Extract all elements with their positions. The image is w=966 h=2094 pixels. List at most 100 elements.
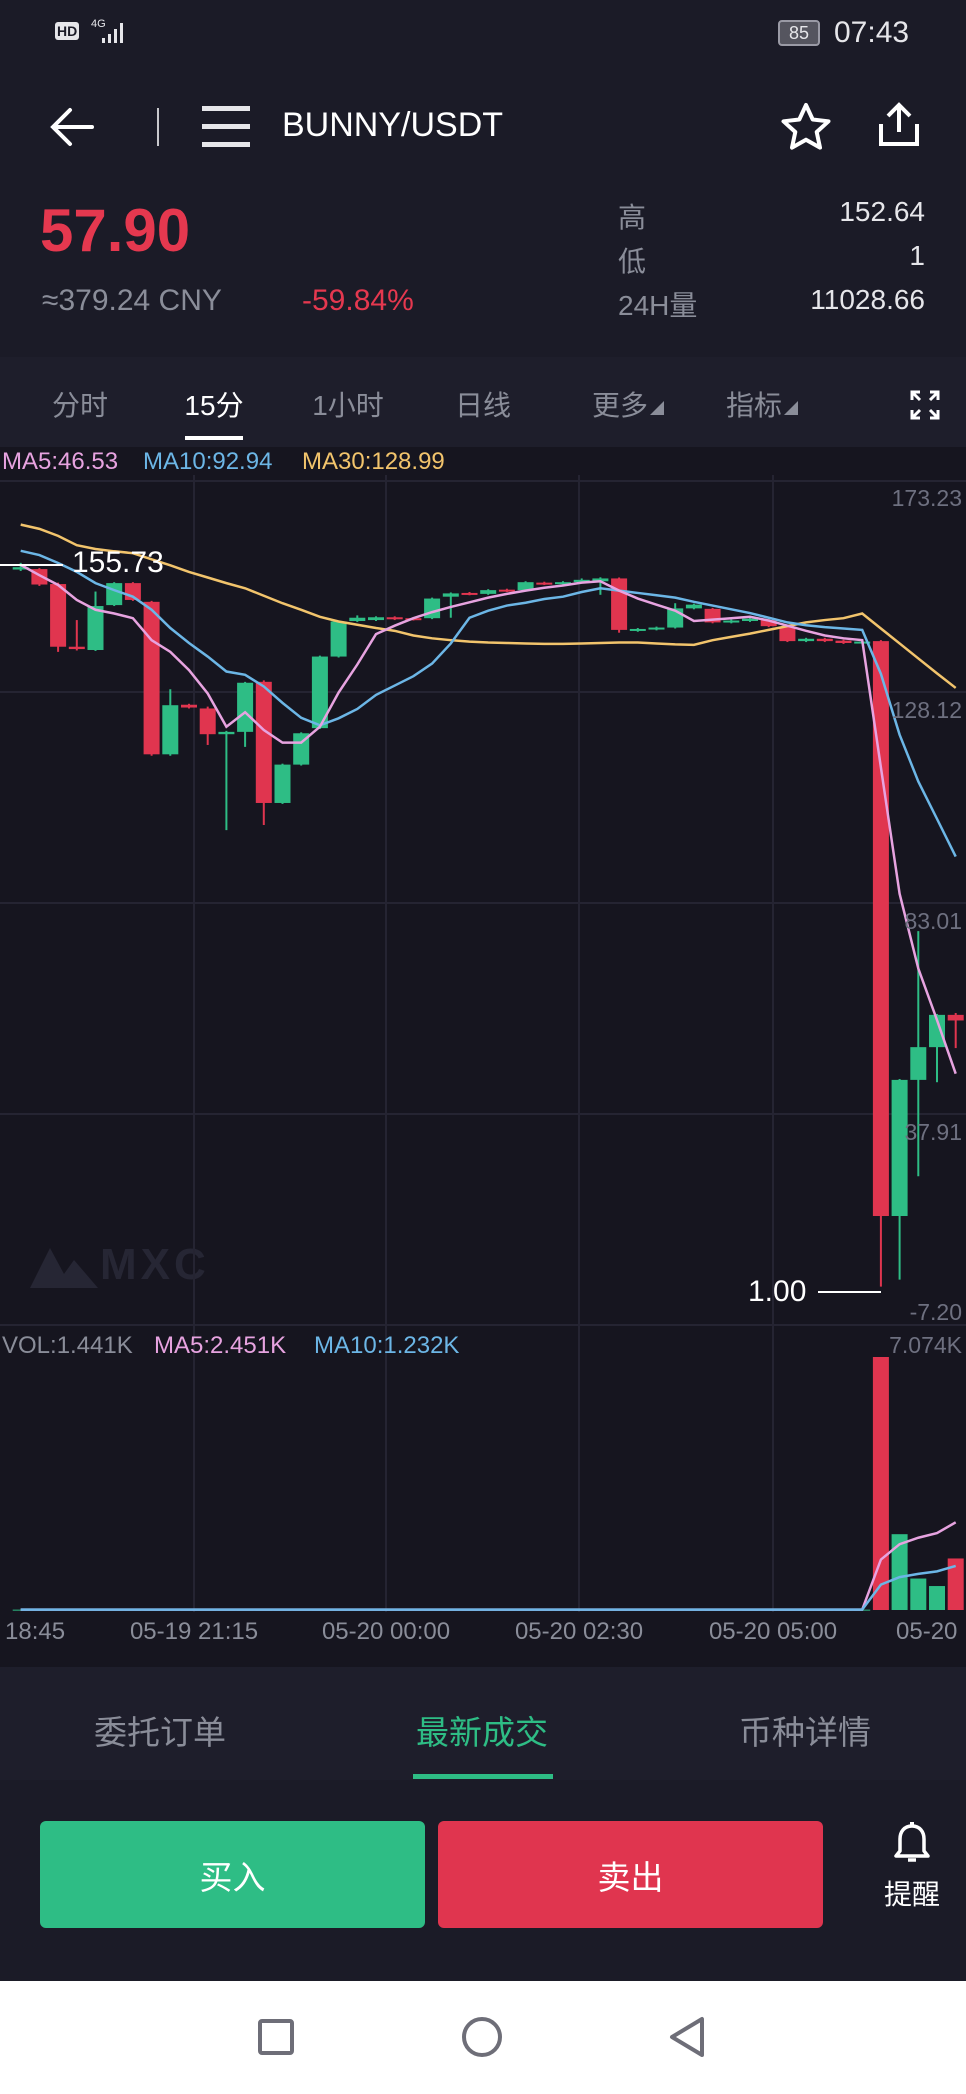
vol-legend-ma5: MA5:2.451K: [154, 1332, 287, 1359]
clock: 07:43: [834, 16, 910, 49]
candle-body: [723, 620, 740, 623]
candle-body: [237, 682, 254, 732]
detail-tab-bar: [0, 1667, 966, 1780]
change-percent: -59.84%: [302, 284, 414, 317]
buy-button[interactable]: 买入: [40, 1821, 425, 1928]
x-tick: 05-20 02:30: [514, 1618, 644, 1645]
bell-icon: [894, 1822, 930, 1862]
candle-body: [816, 638, 833, 642]
low-label: 低: [618, 246, 647, 277]
candle-body: [872, 641, 889, 1217]
candle-body: [255, 681, 272, 803]
y-tick: 128.12: [891, 697, 962, 723]
tab-more[interactable]: 更多: [592, 384, 665, 424]
mxc-logo-icon: [30, 1248, 98, 1289]
header-divider: [157, 108, 159, 146]
candle-body: [742, 618, 758, 622]
candle-body: [442, 593, 459, 597]
candle-body: [349, 617, 366, 622]
watermark-logo: MXC: [28, 1240, 210, 1290]
candle-body: [891, 1079, 908, 1217]
tab-latest-trades[interactable]: 最新成交: [416, 1714, 548, 1751]
candle-body: [199, 708, 216, 735]
active-tab-underline: [185, 436, 243, 440]
high-label: 高: [618, 202, 647, 233]
min-price-marker: 1.00: [748, 1275, 807, 1308]
x-tick: 05-20 00:00: [321, 1618, 451, 1645]
system-nav-bar: [0, 1981, 966, 2094]
share-icon[interactable]: [878, 102, 920, 148]
candle-body: [143, 601, 160, 755]
volume-bar: [929, 1586, 945, 1610]
tab-1hour[interactable]: 1小时: [312, 390, 384, 421]
y-tick: -7.20: [909, 1299, 962, 1325]
pair-title[interactable]: BUNNY/USDT: [282, 106, 504, 144]
candle-body: [12, 567, 29, 570]
fullscreen-icon[interactable]: [910, 390, 940, 420]
kline-chart-area[interactable]: [0, 447, 966, 1667]
battery-level: 85: [788, 23, 810, 43]
candle-body: [274, 764, 291, 803]
candle-body: [218, 731, 235, 735]
x-tick: 05-20: [896, 1618, 958, 1645]
watermark-text: MXC: [100, 1240, 210, 1289]
arrow-left-icon[interactable]: [48, 104, 96, 150]
legend-ma5: MA5:46.53: [2, 448, 119, 475]
candle-body: [592, 578, 609, 582]
high-value: 152.64: [839, 196, 925, 227]
vol-legend: VOL:1.441K: [2, 1332, 133, 1359]
tab-open-orders[interactable]: 委托订单: [94, 1714, 226, 1751]
candle-body: [779, 626, 796, 642]
tab-daily[interactable]: 日线: [454, 390, 512, 421]
candle-body: [181, 704, 197, 708]
vol-legend-ma10: MA10:1.232K: [314, 1332, 460, 1359]
tab-timeshare[interactable]: 分时: [51, 390, 109, 421]
sell-button[interactable]: 卖出: [438, 1821, 823, 1928]
active-tab-underline: [413, 1774, 553, 1779]
dropdown-triangle-icon: [784, 401, 799, 415]
candle-body: [685, 604, 702, 609]
candle-body: [368, 617, 384, 621]
candle-body: [87, 606, 104, 651]
candle-body: [162, 705, 179, 755]
candle-body: [629, 628, 646, 631]
candle-body: [517, 582, 534, 591]
tab-indicators[interactable]: 指标: [725, 384, 799, 424]
candle-body: [910, 1047, 927, 1080]
cny-price: ≈379.24 CNY: [42, 284, 222, 317]
tab-15min[interactable]: 15分: [184, 390, 244, 421]
candle-body: [50, 584, 67, 647]
signal-icon: [102, 23, 123, 43]
candle-body: [498, 589, 515, 592]
candle-body: [835, 640, 852, 643]
star-icon[interactable]: [780, 102, 832, 152]
candle-body: [573, 579, 590, 583]
circle-icon[interactable]: [461, 2016, 503, 2058]
x-tick: 18:45: [5, 1618, 66, 1645]
volume-bar: [947, 1558, 964, 1610]
hamburger-icon[interactable]: [202, 106, 252, 148]
candle-body: [480, 590, 497, 594]
candle-body: [106, 583, 123, 606]
square-icon[interactable]: [257, 2018, 295, 2056]
legend-ma10: MA10:92.94: [143, 448, 273, 475]
candle-body: [611, 578, 628, 630]
candle-body: [461, 592, 478, 595]
status-bar: HD 4G 85 07:43: [0, 0, 966, 62]
volume-label: 24H量: [618, 290, 698, 321]
alert-button[interactable]: 提醒: [872, 1822, 952, 1922]
candle-body: [947, 1014, 964, 1021]
volume-bar: [872, 1357, 889, 1610]
triangle-back-icon[interactable]: [668, 2016, 706, 2058]
max-price-marker: 155.73: [72, 546, 164, 579]
dropdown-triangle-icon: [650, 401, 665, 415]
volume-value: 11028.66: [810, 284, 925, 315]
volume-bar: [910, 1578, 927, 1610]
tab-indicators-label: 指标: [725, 390, 783, 421]
candle-body: [760, 620, 777, 627]
tab-coin-details[interactable]: 币种详情: [739, 1714, 871, 1751]
candle-body: [293, 733, 310, 765]
candle-body: [311, 656, 328, 729]
y-tick: 37.91: [904, 1119, 962, 1145]
period-tab-bar: [0, 357, 966, 447]
